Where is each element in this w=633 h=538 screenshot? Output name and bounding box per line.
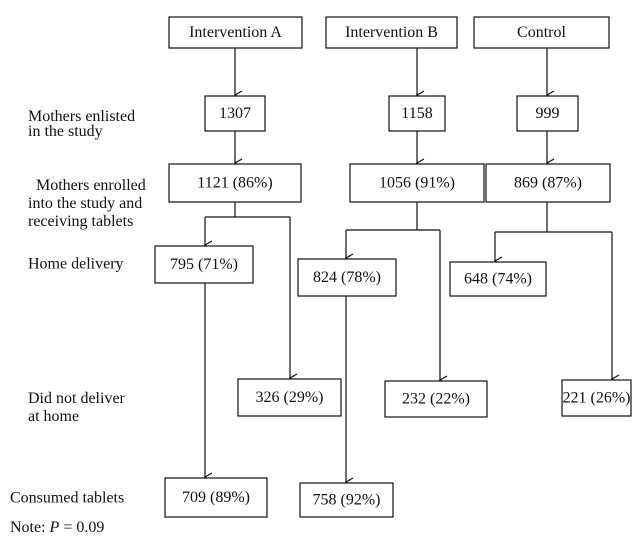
box <box>325 16 458 49</box>
box-label: 869 (87%) <box>514 175 582 192</box>
box <box>485 163 611 203</box>
box <box>349 163 485 203</box>
connectors <box>205 48 612 482</box>
box-label: 1121 (86%) <box>197 175 272 192</box>
box-label: 795 (71%) <box>170 256 238 273</box>
box-label: 824 (78%) <box>313 269 381 286</box>
box <box>388 95 446 132</box>
row-label: Mothers enlisted in the study <box>28 108 135 140</box>
box <box>449 261 547 297</box>
box <box>168 163 302 203</box>
boxes: Intervention A 1307 1121 (86%) 795 (71%) 326… <box>154 16 632 518</box>
row-label: Did not deliver at home <box>28 390 126 425</box>
box-label: 232 (22%) <box>402 391 470 408</box>
row-label: Consumed tablets <box>10 490 124 507</box>
box-label: 709 (89%) <box>182 489 250 506</box>
box <box>384 380 488 418</box>
row-label: Home delivery <box>28 256 124 273</box>
box <box>237 378 342 417</box>
box <box>168 16 303 49</box>
note: Note: P = 0.09 <box>10 519 104 536</box>
box-label: 221 (26%) <box>563 390 631 407</box>
box-label: Intervention A <box>189 24 282 41</box>
box <box>297 258 397 297</box>
row-label: Mothers enrolled into the study and receiv… <box>28 177 146 230</box>
box <box>204 95 266 132</box>
box-label: 648 (74%) <box>464 271 532 288</box>
box <box>154 245 254 284</box>
box-label: 1056 (91%) <box>379 175 455 192</box>
box <box>164 477 268 518</box>
box-label: 326 (29%) <box>256 389 324 406</box>
box-label: 1307 <box>219 105 251 122</box>
box <box>561 379 632 417</box>
box-label: Intervention B <box>345 24 438 41</box>
box <box>516 95 579 132</box>
box-label: Control <box>517 24 566 41</box>
box-label: 1158 <box>401 105 432 122</box>
box-label: 758 (92%) <box>313 492 381 509</box>
box-label: 999 <box>536 105 560 122</box>
box <box>473 16 610 49</box>
box <box>299 482 394 518</box>
